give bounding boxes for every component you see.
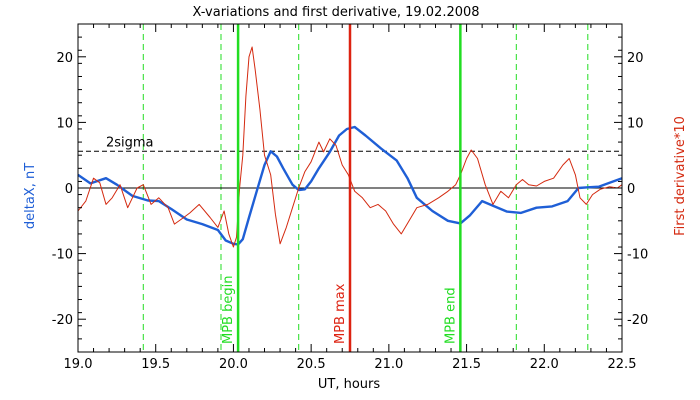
x-tick-label: 22.5 (608, 357, 637, 372)
y-tick-label-right: -10 (627, 248, 648, 263)
x-tick-label: 22.0 (530, 357, 559, 372)
y-tick-label-left: 20 (56, 51, 73, 66)
y-tick-label-left: 0 (65, 182, 73, 197)
threshold-label: 2sigma (106, 135, 154, 150)
y-axis-label-left: deltaX, nT (23, 163, 38, 229)
marker-label-mpb-begin: MPB begin (221, 276, 236, 344)
plot-area: 2sigma MPB begin MPB max MPB end 19.0 19.5 20.… (52, 23, 648, 372)
x-tick-label: 21.0 (374, 357, 403, 372)
y-tick-label-right: 20 (627, 51, 644, 66)
y-tick-label-right: 0 (627, 182, 635, 197)
x-tick-label: 21.5 (452, 357, 481, 372)
y-tick-label-left: 10 (56, 116, 73, 131)
y-tick-label-left: -20 (52, 313, 73, 328)
y-tick-label-left: -10 (52, 248, 73, 263)
x-tick-label: 19.5 (141, 357, 170, 372)
y-axis-label-right: First derivative*10 (673, 116, 688, 236)
x-tick-label: 19.0 (64, 357, 93, 372)
y-tick-label-right: 10 (627, 116, 644, 131)
chart-title: X-variations and first derivative, 19.02… (192, 5, 479, 20)
series-line-derivative (77, 46, 623, 248)
x-axis-label: UT, hours (318, 377, 380, 392)
series-line-deltaX (77, 125, 623, 246)
marker-label-mpb-max: MPB max (333, 283, 348, 344)
y-tick-label-right: -20 (627, 313, 648, 328)
x-tick-label: 20.5 (297, 357, 326, 372)
x-tick-label: 20.0 (219, 357, 248, 372)
marker-label-mpb-end: MPB end (443, 287, 458, 344)
